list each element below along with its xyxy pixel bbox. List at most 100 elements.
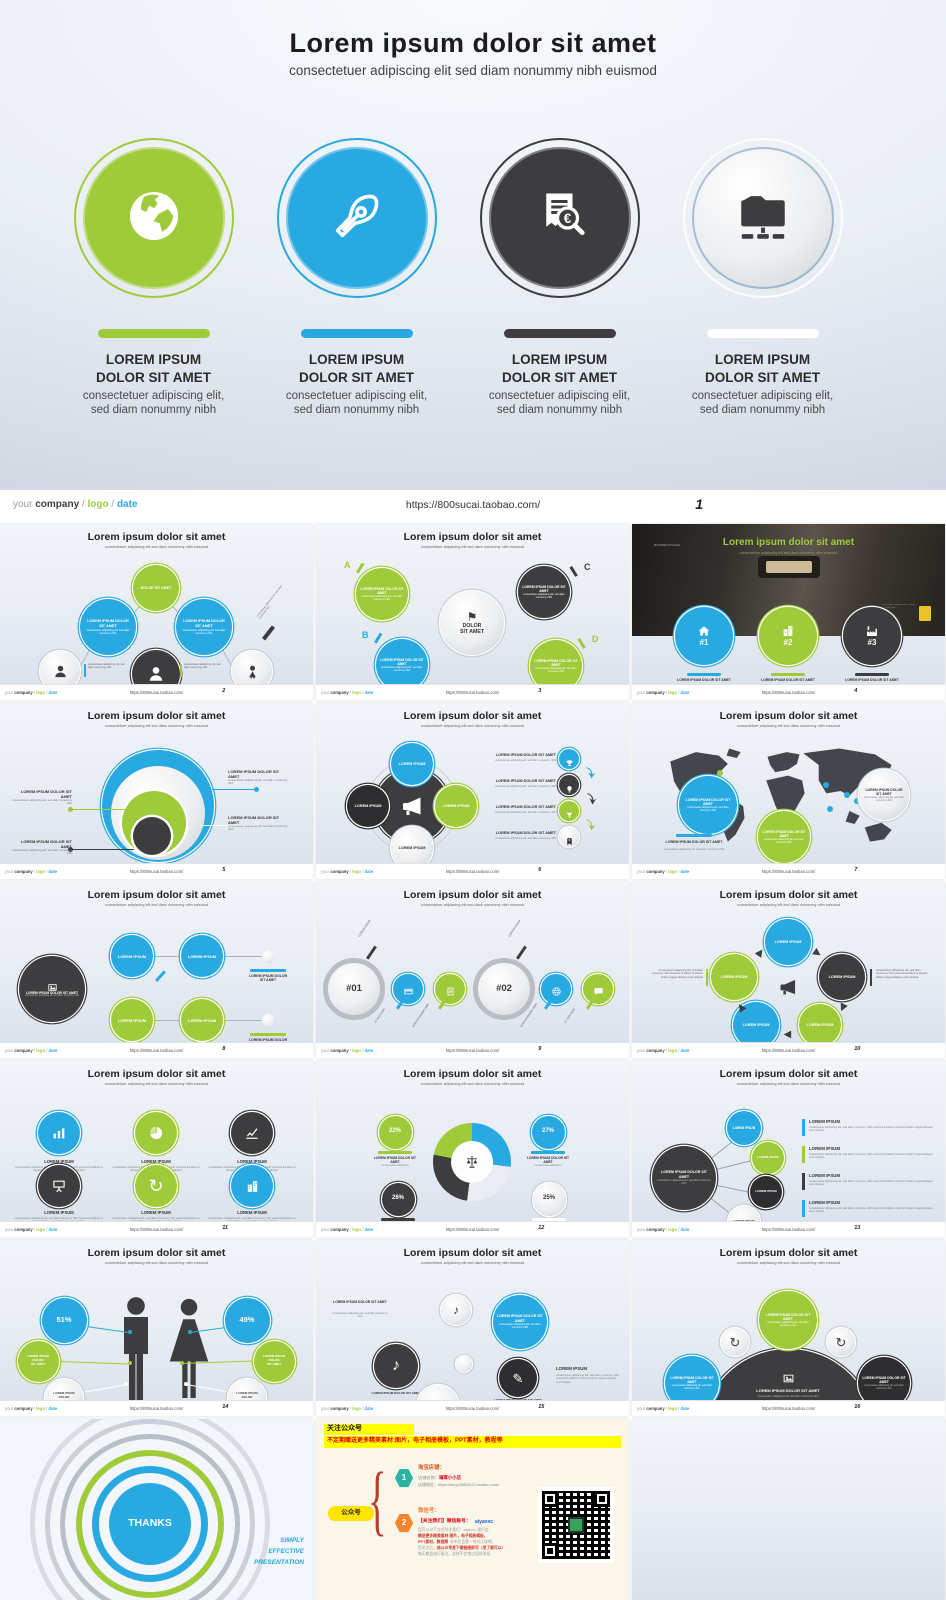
circle: 27% xyxy=(531,1115,565,1149)
qr-finder xyxy=(542,1491,558,1507)
dot xyxy=(854,798,860,804)
bar xyxy=(180,664,182,677)
page-number: 1 xyxy=(695,496,704,512)
slide-subtitle: consectetuer adipiscing elit sed diam no… xyxy=(420,903,525,907)
dot xyxy=(67,806,73,812)
bar xyxy=(381,1218,415,1221)
page-number: 7 xyxy=(854,867,858,873)
hero-divider-bar xyxy=(706,329,819,338)
slide-title: Lorem ipsum dolor sit amet xyxy=(87,1247,226,1259)
folder-network-icon xyxy=(734,187,792,250)
company-text: your company / logo / date xyxy=(5,1405,58,1411)
label: LOREM IPSUM xyxy=(357,919,372,938)
label: consectetuer adipiscing elit, sed diam n… xyxy=(876,969,928,979)
circle-label: #3 xyxy=(867,638,877,647)
label: 您关注后， xyxy=(418,1546,437,1550)
bar xyxy=(378,1151,412,1154)
circle: LOREM IPSUM DOLOR SIT AMET consectetuer a… xyxy=(758,811,810,863)
circle-label: consectetuer adipiscing elit, sed diam n… xyxy=(657,1179,711,1186)
bar xyxy=(569,566,578,577)
label: 璀璨小小店 xyxy=(439,1474,461,1480)
page-number: 2 xyxy=(222,688,226,694)
bar xyxy=(366,945,378,960)
label: LOREM IPSUM xyxy=(809,1146,840,1151)
company-text-part: company xyxy=(35,499,80,510)
hero-subtitle: consectetuer adipiscing elit sed diam no… xyxy=(289,63,657,78)
label: Lorem ipsum dolor sit amet xyxy=(722,537,855,548)
label: consectetuer adipiscing elit, sed diam n… xyxy=(12,848,72,856)
svg-text:€: € xyxy=(563,210,571,225)
circle: LOREM IPSUM xyxy=(111,999,153,1041)
circle-label: #01 xyxy=(346,983,362,995)
bar xyxy=(676,834,712,837)
circle-label: LOREM IPSUM xyxy=(53,1391,75,1396)
circle: LOREM IPSUM DOLOR SIT AMET consectetuer a… xyxy=(356,568,408,620)
glyph-icon: ⚑ xyxy=(466,609,478,624)
circle: LOREM IPSUM DOLOR SIT AMET consectetuer a… xyxy=(376,639,428,691)
slide-footer: your company / logo / date https://800suc… xyxy=(0,1400,313,1416)
label: SIMPLY xyxy=(280,1537,304,1544)
circle: 51% xyxy=(41,1297,87,1343)
bar xyxy=(328,1506,374,1521)
circle-label: consectetuer adipiscing elit, sed diam n… xyxy=(672,1384,712,1391)
page-number: 5 xyxy=(222,867,226,873)
circle: 25% xyxy=(532,1182,566,1216)
label: LOREM IPSUM xyxy=(809,1119,840,1124)
label: 店铺地址：https://shop35865112.taobao.com/ xyxy=(418,1482,500,1487)
glyph-icon: ↻ xyxy=(148,1176,164,1196)
hero-circle-fill xyxy=(691,147,834,289)
dot xyxy=(124,1382,128,1386)
circle xyxy=(435,974,465,1004)
company-text: your company / logo / date xyxy=(321,689,374,695)
circle-label: 2 xyxy=(401,1518,407,1527)
label: 【关注我们】微信账号： xyxy=(418,1519,471,1524)
label: consectetuer adipiscing elit, sed diam n… xyxy=(651,969,703,979)
mega-icon xyxy=(400,794,424,818)
bar xyxy=(855,673,889,676)
label: LOREM IPSUM xyxy=(507,919,522,938)
hero-item-heading: LOREM IPSUM DOLOR SIT AMET xyxy=(705,352,820,385)
slide-subtitle: consectetuer adipiscing elit sed diam no… xyxy=(104,724,209,728)
circle: LOREM IPSUM DOLOR SIT AMET consectetuer a… xyxy=(19,956,85,1022)
line xyxy=(222,956,262,958)
circle: LOREM IPSUM DOLOR SIT AMET consectetuer a… xyxy=(652,1146,716,1210)
image-icon xyxy=(47,980,58,991)
slide-footer: your company / logo / date https://800suc… xyxy=(316,1042,629,1058)
page-number: 14 xyxy=(222,1404,229,1410)
hero-title: Lorem ipsum dolor sit amet xyxy=(289,28,657,58)
footer-url: https://800sucai.taobao.com/ xyxy=(129,1405,184,1411)
bulb-icon xyxy=(565,781,574,793)
circle-label: consectetuer adipiscing elit, sed diam n… xyxy=(361,595,403,602)
label: consectetuer adipiscing elit, sed diam n… xyxy=(663,848,725,851)
slide-title: Lorem ipsum dolor sit amet xyxy=(87,889,226,901)
bar xyxy=(324,1436,621,1448)
company-text: your company / logo / date xyxy=(637,689,690,695)
circle: LOREM IPSUM xyxy=(711,954,757,1000)
circle-label: DOLOR SIT AMET xyxy=(140,585,172,590)
donut-hole xyxy=(451,1141,493,1183)
circle-label: #02 xyxy=(496,983,512,995)
slide-subtitle: consectetuer adipiscing elit sed diam no… xyxy=(420,724,525,728)
bar xyxy=(531,1151,565,1154)
footer-url: https://800sucai.taobao.com/ xyxy=(761,689,816,695)
label: consectetuer adipiscing elit, sed diam n… xyxy=(809,1207,933,1214)
bar xyxy=(532,1218,566,1221)
slide-footer: your company / logo / date https://800suc… xyxy=(632,863,945,879)
label: C xyxy=(584,562,591,572)
cline-icon xyxy=(244,1125,260,1141)
circle: LOREM IPSUM xyxy=(391,827,433,869)
company-text: your company / logo / date xyxy=(13,499,138,510)
line xyxy=(70,809,126,811)
circle-label: DOLOR xyxy=(58,1395,70,1400)
slide-thumbnail-5: Lorem ipsum dolor sit amet consectetuer a… xyxy=(0,703,313,879)
dot xyxy=(180,1361,184,1365)
hero-item-desc: consectetuer adipiscing elit, sed diam n… xyxy=(82,390,225,417)
label: LOREM IPSUM DOLOR SIT AMET xyxy=(756,1388,820,1393)
funnel-icon xyxy=(565,807,574,818)
circle: 22% xyxy=(378,1115,412,1149)
circle xyxy=(559,801,579,821)
circle-label: LOREM IPSUM DOLOR SIT AMET xyxy=(87,619,129,628)
hero-footer: your company / logo / date https://800su… xyxy=(0,489,946,524)
footer-url: https://800sucai.taobao.com/ xyxy=(445,689,500,695)
label: consectetuer adipiscing elit, sed diam n… xyxy=(228,824,288,832)
